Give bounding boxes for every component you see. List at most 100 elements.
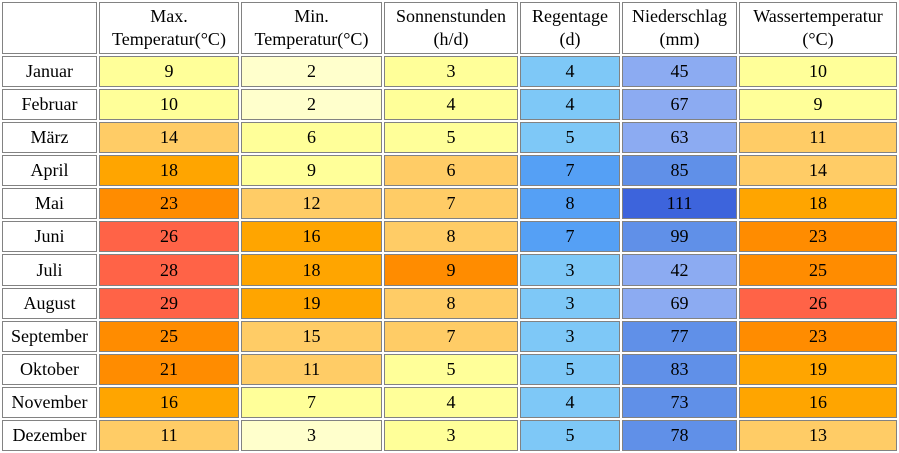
value-cell: 25 bbox=[739, 254, 897, 286]
header-label-line1: Min. bbox=[294, 5, 329, 26]
header-cell-max-temp: Max. Temperatur(°C) bbox=[99, 2, 239, 54]
value-cell: 10 bbox=[739, 56, 897, 88]
value-cell: 4 bbox=[520, 386, 620, 418]
value-cell: 11 bbox=[99, 419, 239, 451]
value-cell: 45 bbox=[622, 56, 737, 88]
value-cell: 5 bbox=[384, 122, 518, 154]
header-cell-sun-hours: Sonnenstunden (h/d) bbox=[384, 2, 518, 54]
table-row: Juli 28 18 9 3 42 25 bbox=[2, 254, 897, 286]
month-cell: Dezember bbox=[2, 419, 97, 451]
table-row: April 18 9 6 7 85 14 bbox=[2, 155, 897, 187]
header-row: Max. Temperatur(°C) Min. Temperatur(°C) … bbox=[2, 2, 897, 54]
header-cell-min-temp: Min. Temperatur(°C) bbox=[241, 2, 382, 54]
value-cell: 10 bbox=[99, 89, 239, 121]
value-cell: 5 bbox=[520, 353, 620, 385]
value-cell: 21 bbox=[99, 353, 239, 385]
month-cell: Mai bbox=[2, 188, 97, 220]
month-cell: April bbox=[2, 155, 97, 187]
value-cell: 7 bbox=[241, 386, 382, 418]
value-cell: 5 bbox=[384, 353, 518, 385]
header-label-line2: Temperatur(°C) bbox=[254, 29, 369, 49]
header-label-line1: Sonnenstunden bbox=[396, 5, 506, 26]
value-cell: 67 bbox=[622, 89, 737, 121]
value-cell: 8 bbox=[520, 188, 620, 220]
value-cell: 14 bbox=[99, 122, 239, 154]
value-cell: 25 bbox=[99, 320, 239, 352]
value-cell: 19 bbox=[739, 353, 897, 385]
header-cell-precipitation: Niederschlag (mm) bbox=[622, 2, 737, 54]
value-cell: 42 bbox=[622, 254, 737, 286]
month-cell: August bbox=[2, 287, 97, 319]
table-row: August 29 19 8 3 69 26 bbox=[2, 287, 897, 319]
value-cell: 6 bbox=[241, 122, 382, 154]
value-cell: 18 bbox=[241, 254, 382, 286]
value-cell: 69 bbox=[622, 287, 737, 319]
value-cell: 23 bbox=[99, 188, 239, 220]
table-row: März 14 6 5 5 63 11 bbox=[2, 122, 897, 154]
value-cell: 7 bbox=[384, 188, 518, 220]
header-label-line2: (h/d) bbox=[433, 29, 469, 49]
header-label-line2: (mm) bbox=[659, 29, 700, 49]
header-label-line1: Niederschlag bbox=[632, 5, 727, 26]
value-cell: 6 bbox=[384, 155, 518, 187]
value-cell: 9 bbox=[739, 89, 897, 121]
climate-table-body: Januar 9 2 3 4 45 10 Februar 10 2 4 4 67 9 März 14 6 5 5 63… bbox=[2, 56, 897, 451]
value-cell: 5 bbox=[520, 419, 620, 451]
value-cell: 99 bbox=[622, 221, 737, 253]
value-cell: 4 bbox=[384, 89, 518, 121]
value-cell: 4 bbox=[384, 386, 518, 418]
value-cell: 2 bbox=[241, 89, 382, 121]
value-cell: 16 bbox=[99, 386, 239, 418]
value-cell: 15 bbox=[241, 320, 382, 352]
value-cell: 26 bbox=[739, 287, 897, 319]
table-row: Oktober 21 11 5 5 83 19 bbox=[2, 353, 897, 385]
value-cell: 16 bbox=[241, 221, 382, 253]
value-cell: 23 bbox=[739, 320, 897, 352]
value-cell: 19 bbox=[241, 287, 382, 319]
month-cell: Juni bbox=[2, 221, 97, 253]
value-cell: 7 bbox=[384, 320, 518, 352]
value-cell: 83 bbox=[622, 353, 737, 385]
table-row: Mai 23 12 7 8 111 18 bbox=[2, 188, 897, 220]
month-cell: Oktober bbox=[2, 353, 97, 385]
header-cell-month bbox=[2, 2, 97, 54]
value-cell: 12 bbox=[241, 188, 382, 220]
header-label-line2: Temperatur(°C) bbox=[112, 29, 226, 49]
value-cell: 77 bbox=[622, 320, 737, 352]
table-row: Februar 10 2 4 4 67 9 bbox=[2, 89, 897, 121]
value-cell: 9 bbox=[99, 56, 239, 88]
month-cell: Juli bbox=[2, 254, 97, 286]
value-cell: 8 bbox=[384, 221, 518, 253]
table-row: November 16 7 4 4 73 16 bbox=[2, 386, 897, 418]
value-cell: 4 bbox=[520, 56, 620, 88]
value-cell: 8 bbox=[384, 287, 518, 319]
header-cell-rain-days: Regentage (d) bbox=[520, 2, 620, 54]
value-cell: 28 bbox=[99, 254, 239, 286]
value-cell: 4 bbox=[520, 89, 620, 121]
value-cell: 29 bbox=[99, 287, 239, 319]
value-cell: 3 bbox=[384, 56, 518, 88]
value-cell: 5 bbox=[520, 122, 620, 154]
value-cell: 78 bbox=[622, 419, 737, 451]
header-label-line1: Wassertemperatur bbox=[753, 5, 883, 26]
value-cell: 26 bbox=[99, 221, 239, 253]
table-row: Dezember 11 3 3 5 78 13 bbox=[2, 419, 897, 451]
value-cell: 7 bbox=[520, 221, 620, 253]
month-cell: November bbox=[2, 386, 97, 418]
value-cell: 3 bbox=[520, 254, 620, 286]
header-label-line2: (d) bbox=[559, 29, 581, 49]
value-cell: 111 bbox=[622, 188, 737, 220]
value-cell: 13 bbox=[739, 419, 897, 451]
value-cell: 3 bbox=[520, 320, 620, 352]
value-cell: 3 bbox=[520, 287, 620, 319]
value-cell: 63 bbox=[622, 122, 737, 154]
value-cell: 3 bbox=[384, 419, 518, 451]
value-cell: 2 bbox=[241, 56, 382, 88]
value-cell: 7 bbox=[520, 155, 620, 187]
value-cell: 23 bbox=[739, 221, 897, 253]
value-cell: 9 bbox=[384, 254, 518, 286]
header-label-line1: Max. bbox=[150, 5, 188, 26]
value-cell: 14 bbox=[739, 155, 897, 187]
table-header: Max. Temperatur(°C) Min. Temperatur(°C) … bbox=[2, 2, 897, 54]
